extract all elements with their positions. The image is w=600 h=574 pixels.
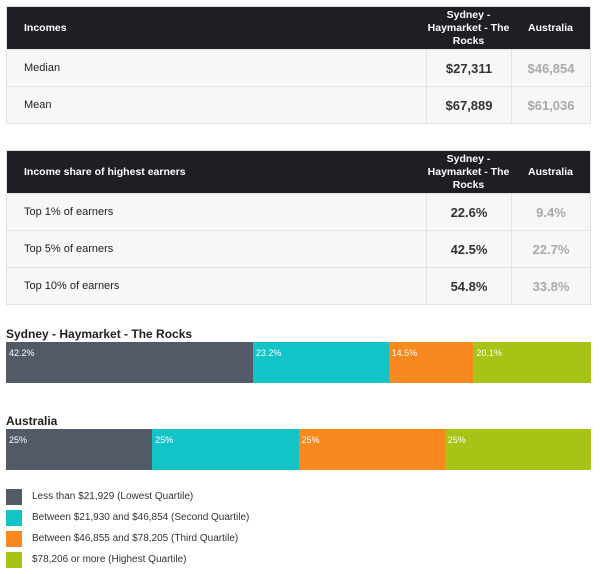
row-label: Top 10% of earners xyxy=(24,280,120,292)
incomes-table-header: Incomes Sydney - Haymarket - The Rocks A… xyxy=(7,7,590,49)
row-national-value: $46,854 xyxy=(511,50,590,86)
region-stacked-bar: 42.2% 23.2% 14.5% 20.1% xyxy=(6,342,591,383)
segment-value-label: 25% xyxy=(155,435,174,445)
row-label: Top 5% of earners xyxy=(24,243,114,255)
segment-value-label: 25% xyxy=(9,435,28,445)
legend-swatch-highest xyxy=(6,551,22,568)
segment-lowest-quartile: 25% xyxy=(6,429,153,470)
share-header-national: Australia xyxy=(528,166,573,178)
row-label: Top 1% of earners xyxy=(24,206,114,218)
table-row: Top 1% of earners 22.6% 9.4% xyxy=(7,193,590,230)
row-region-value: $27,311 xyxy=(426,50,511,86)
row-label: Median xyxy=(24,62,61,74)
legend-swatch-lowest xyxy=(6,488,22,505)
segment-value-label: 25% xyxy=(447,435,466,445)
chart-legend: Less than $21,929 (Lowest Quartile) Betw… xyxy=(6,486,249,570)
legend-item: $78,206 or more (Highest Quartile) xyxy=(6,549,249,570)
incomes-header-region: Sydney - Haymarket - The Rocks xyxy=(427,8,510,47)
income-share-table-header: Income share of highest earners Sydney -… xyxy=(7,151,590,193)
share-header-region: Sydney - Haymarket - The Rocks xyxy=(427,152,510,191)
segment-second-quartile: 25% xyxy=(152,429,299,470)
incomes-header-national: Australia xyxy=(528,22,573,34)
row-national-value: 22.7% xyxy=(511,231,590,267)
segment-third-quartile: 25% xyxy=(298,429,445,470)
segment-value-label: 20.1% xyxy=(476,348,502,358)
table-row: Median $27,311 $46,854 xyxy=(7,49,590,86)
legend-swatch-third xyxy=(6,530,22,547)
segment-highest-quartile: 25% xyxy=(444,429,591,470)
share-header-label: Income share of highest earners xyxy=(24,166,186,178)
legend-label: Between $46,855 and $78,205 (Third Quart… xyxy=(32,533,239,544)
region-chart-title: Sydney - Haymarket - The Rocks xyxy=(6,327,193,341)
table-row: Top 5% of earners 42.5% 22.7% xyxy=(7,230,590,267)
legend-label: Between $21,930 and $46,854 (Second Quar… xyxy=(32,512,250,523)
incomes-header-label: Incomes xyxy=(24,22,67,34)
segment-highest-quartile: 20.1% xyxy=(473,342,591,383)
legend-item: Between $21,930 and $46,854 (Second Quar… xyxy=(6,507,249,528)
income-share-table: Income share of highest earners Sydney -… xyxy=(6,150,591,305)
incomes-table: Incomes Sydney - Haymarket - The Rocks A… xyxy=(6,6,591,124)
row-national-value: 9.4% xyxy=(511,194,590,230)
row-region-value: $67,889 xyxy=(426,87,511,123)
segment-value-label: 23.2% xyxy=(255,348,282,358)
row-region-value: 22.6% xyxy=(426,194,511,230)
segment-second-quartile: 23.2% xyxy=(252,342,389,383)
table-row: Top 10% of earners 54.8% 33.8% xyxy=(7,267,590,304)
national-stacked-bar: 25% 25% 25% 25% xyxy=(6,429,591,470)
row-label: Mean xyxy=(24,99,52,111)
table-row: Mean $67,889 $61,036 xyxy=(7,86,590,123)
legend-label: Less than $21,929 (Lowest Quartile) xyxy=(32,491,194,502)
segment-lowest-quartile: 42.2% xyxy=(6,342,253,383)
row-region-value: 42.5% xyxy=(426,231,511,267)
row-region-value: 54.8% xyxy=(426,268,511,304)
legend-swatch-second xyxy=(6,509,22,526)
segment-value-label: 42.2% xyxy=(9,348,35,358)
row-national-value: $61,036 xyxy=(511,87,590,123)
row-national-value: 33.8% xyxy=(511,268,590,304)
segment-value-label: 25% xyxy=(301,435,320,445)
segment-value-label: 14.5% xyxy=(391,348,418,358)
segment-third-quartile: 14.5% xyxy=(388,342,474,383)
national-chart-title: Australia xyxy=(6,414,58,428)
legend-item: Between $46,855 and $78,205 (Third Quart… xyxy=(6,528,249,549)
legend-item: Less than $21,929 (Lowest Quartile) xyxy=(6,486,249,507)
legend-label: $78,206 or more (Highest Quartile) xyxy=(32,554,187,565)
